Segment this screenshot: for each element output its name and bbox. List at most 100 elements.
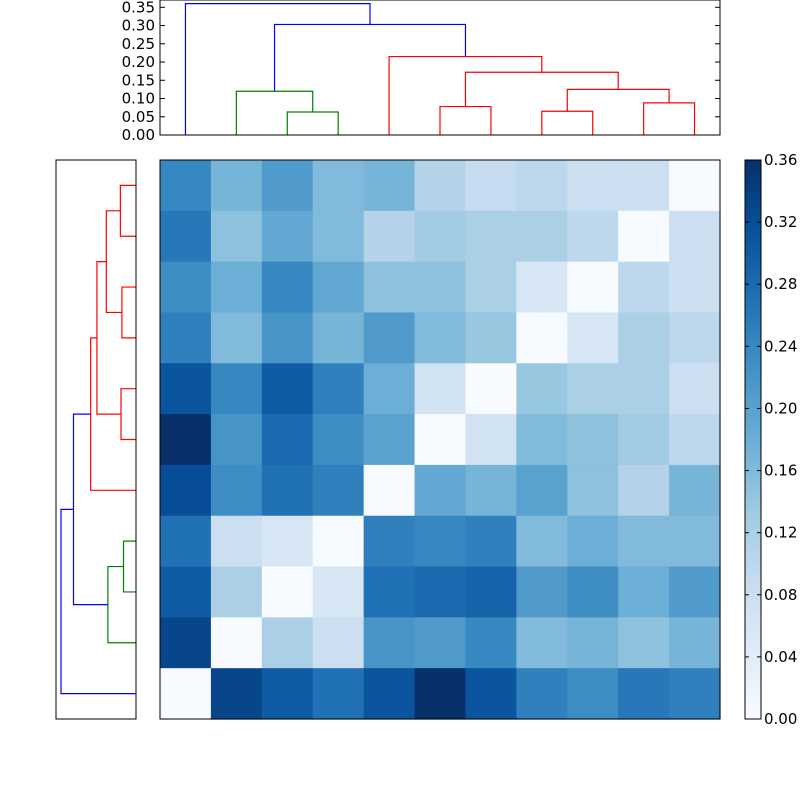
heatmap-cell xyxy=(414,515,467,568)
heatmap-cell xyxy=(465,566,517,618)
top-dendrogram-y-axis: 0.000.050.100.150.200.250.300.35 xyxy=(122,0,720,144)
heatmap-cell xyxy=(261,261,314,314)
heatmap-cell xyxy=(414,312,467,364)
colorbar-tick-label: 0.04 xyxy=(764,648,797,666)
heatmap-cell xyxy=(160,566,212,618)
colorbar-tick-label: 0.36 xyxy=(764,151,797,169)
heatmap-cell xyxy=(567,515,619,568)
colorbar-ticks: 0.00 0.04 0.08 0.12 0.16 0.20 0.24 0.28 0.32 0.36 xyxy=(745,151,797,728)
colorbar-tick-label: 0.20 xyxy=(764,399,797,417)
heatmap-cell xyxy=(261,160,314,212)
heatmap-cell xyxy=(363,515,416,568)
heatmap-cell xyxy=(261,210,314,263)
heatmap-cell xyxy=(516,210,568,263)
top-dendrogram-link xyxy=(286,111,339,135)
colorbar-tick-label: 0.12 xyxy=(764,524,797,542)
top-dendrogram-link xyxy=(273,23,467,92)
top-dendrogram-link xyxy=(643,102,696,135)
heatmap-cell xyxy=(414,363,467,415)
heatmap-cell xyxy=(414,261,467,314)
heatmap-cell xyxy=(669,160,721,212)
heatmap-cell xyxy=(312,464,365,517)
top-y-tick-label: 0.25 xyxy=(122,35,155,53)
top-dendrogram-link xyxy=(184,3,371,135)
heatmap-cell xyxy=(414,617,467,669)
heatmap-cell xyxy=(261,414,314,466)
top-dendrogram-link xyxy=(235,90,314,135)
heatmap-cell xyxy=(669,515,721,568)
heatmap-cell xyxy=(160,261,212,314)
heatmap-cell xyxy=(160,668,212,720)
heatmap-cell xyxy=(363,160,416,212)
heatmap-cell xyxy=(312,261,365,314)
left-dendrogram-frame xyxy=(55,159,137,720)
colorbar-tick-label: 0.16 xyxy=(764,462,797,480)
heatmap-cell xyxy=(312,617,365,669)
heatmap-cell xyxy=(465,160,517,212)
top-dendrogram-frame xyxy=(159,0,721,136)
heatmap-cell xyxy=(465,617,517,669)
heatmap-cell xyxy=(363,363,416,415)
colorbar-tick-label: 0.32 xyxy=(764,213,797,231)
heatmap-cell xyxy=(516,160,568,212)
left-dendrogram xyxy=(55,159,137,720)
heatmap-cell xyxy=(414,210,467,263)
heatmap-cell xyxy=(465,363,517,415)
colorbar-gradient xyxy=(744,159,762,720)
heatmap-cell xyxy=(261,617,314,669)
heatmap-cell xyxy=(261,363,314,415)
heatmap-cell xyxy=(210,363,263,415)
heatmap-cell xyxy=(516,566,568,618)
heatmap-cell xyxy=(312,363,365,415)
left-dendrogram-links xyxy=(60,184,136,695)
colorbar: 0.00 0.04 0.08 0.12 0.16 0.20 0.24 0.28 0.32 0.36 xyxy=(744,151,797,728)
left-dendrogram-link xyxy=(107,565,136,644)
heatmap-cell xyxy=(210,261,263,314)
heatmap xyxy=(159,159,721,720)
left-dendrogram-link xyxy=(121,286,136,339)
heatmap-cell xyxy=(567,566,619,618)
left-dendrogram-link xyxy=(120,388,136,441)
heatmap-cell xyxy=(567,261,619,314)
heatmap-cell xyxy=(312,515,365,568)
heatmap-cell xyxy=(414,464,467,517)
heatmap-cell xyxy=(210,566,263,618)
heatmap-cell xyxy=(312,160,365,212)
heatmap-cell xyxy=(465,464,517,517)
heatmap-cell xyxy=(160,515,212,568)
colorbar-tick-label: 0.24 xyxy=(764,337,797,355)
heatmap-cell xyxy=(618,261,670,314)
heatmap-cell xyxy=(363,261,416,314)
heatmap-cell xyxy=(210,160,263,212)
left-dendrogram-link xyxy=(60,508,136,695)
heatmap-cell xyxy=(618,464,670,517)
top-dendrogram-link xyxy=(388,55,543,135)
heatmap-cell xyxy=(160,617,212,669)
heatmap-cell xyxy=(414,414,467,466)
heatmap-cell xyxy=(261,566,314,618)
heatmap-cell xyxy=(567,464,619,517)
heatmap-cell xyxy=(567,414,619,466)
heatmap-cell xyxy=(516,464,568,517)
heatmap-cell xyxy=(669,464,721,517)
heatmap-cell xyxy=(567,363,619,415)
top-y-tick-label: 0.15 xyxy=(122,71,155,89)
heatmap-cell xyxy=(669,261,721,314)
heatmap-cell xyxy=(312,210,365,263)
top-y-tick-label: 0.35 xyxy=(122,0,155,16)
left-dendrogram-link xyxy=(105,210,122,314)
top-dendrogram-links xyxy=(184,3,696,135)
top-dendrogram-link xyxy=(439,105,492,135)
colorbar-tick-label: 0.28 xyxy=(764,275,797,293)
heatmap-cell xyxy=(414,160,467,212)
heatmap-cell xyxy=(465,312,517,364)
heatmap-cell xyxy=(516,363,568,415)
heatmap-cell xyxy=(516,617,568,669)
heatmap-cell xyxy=(210,414,263,466)
heatmap-cell xyxy=(669,414,721,466)
heatmap-cell xyxy=(312,312,365,364)
heatmap-cell xyxy=(414,668,467,720)
left-dendrogram-link xyxy=(96,261,121,415)
heatmap-cell xyxy=(516,312,568,364)
